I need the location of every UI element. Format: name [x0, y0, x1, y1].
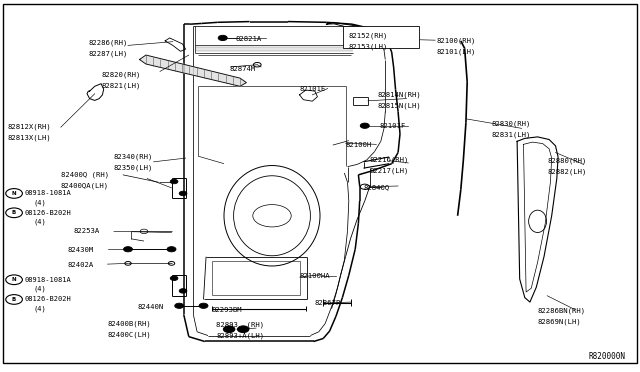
Text: 82400B(RH): 82400B(RH) — [108, 320, 151, 327]
Text: (4): (4) — [33, 286, 46, 292]
Text: 82101(LH): 82101(LH) — [436, 49, 476, 55]
Text: 82814N(RH): 82814N(RH) — [378, 92, 421, 98]
Text: 82101F: 82101F — [380, 123, 406, 129]
Text: 82831(LH): 82831(LH) — [492, 131, 531, 138]
FancyBboxPatch shape — [343, 26, 419, 48]
Text: 08918-1081A: 08918-1081A — [24, 277, 71, 283]
Text: 82400C(LH): 82400C(LH) — [108, 331, 151, 338]
Text: 82287(LH): 82287(LH) — [88, 51, 128, 57]
Text: 82821A: 82821A — [236, 36, 262, 42]
Text: 82100HA: 82100HA — [300, 273, 330, 279]
Text: 82893+A(LH): 82893+A(LH) — [216, 332, 264, 339]
Circle shape — [218, 35, 227, 41]
Text: 82867P: 82867P — [315, 300, 341, 306]
Text: (4): (4) — [33, 305, 46, 312]
Text: 82893  (RH): 82893 (RH) — [216, 321, 264, 328]
Circle shape — [199, 303, 208, 308]
Text: 82216(RH): 82216(RH) — [370, 157, 410, 163]
Text: B: B — [12, 297, 16, 302]
Circle shape — [179, 289, 187, 293]
Text: N: N — [12, 277, 17, 282]
Text: 82440N: 82440N — [138, 304, 164, 310]
Text: 82100H: 82100H — [346, 142, 372, 148]
Text: 82880(RH): 82880(RH) — [547, 157, 587, 164]
Text: (4): (4) — [33, 199, 46, 206]
Text: 82813X(LH): 82813X(LH) — [8, 134, 51, 141]
Text: 82815N(LH): 82815N(LH) — [378, 103, 421, 109]
Text: 82400QA(LH): 82400QA(LH) — [61, 183, 109, 189]
Text: 82874M: 82874M — [229, 66, 255, 72]
Circle shape — [170, 276, 178, 280]
Text: 82882(LH): 82882(LH) — [547, 169, 587, 175]
Text: 82840Q: 82840Q — [364, 184, 390, 190]
Text: 82286(RH): 82286(RH) — [88, 39, 128, 46]
Text: 08918-1081A: 08918-1081A — [24, 190, 71, 196]
Text: 82869N(LH): 82869N(LH) — [538, 318, 581, 325]
Text: 82217(LH): 82217(LH) — [370, 168, 410, 174]
Text: N: N — [12, 191, 17, 196]
Text: 82400Q (RH): 82400Q (RH) — [61, 171, 109, 178]
Text: B: B — [12, 210, 16, 215]
Text: 82402A: 82402A — [67, 262, 93, 268]
Text: 82430M: 82430M — [67, 247, 93, 253]
Text: (4): (4) — [33, 219, 46, 225]
Text: 82293BM: 82293BM — [211, 307, 242, 312]
Text: 82820(RH): 82820(RH) — [101, 71, 141, 78]
Circle shape — [170, 179, 178, 184]
Text: 82830(RH): 82830(RH) — [492, 120, 531, 127]
Text: 82153(LH): 82153(LH) — [349, 43, 388, 50]
Circle shape — [237, 326, 249, 333]
Polygon shape — [140, 55, 246, 86]
Text: 08126-B202H: 08126-B202H — [24, 296, 71, 302]
Text: 82286BN(RH): 82286BN(RH) — [538, 307, 586, 314]
Circle shape — [179, 191, 187, 196]
Text: 82101E: 82101E — [300, 86, 326, 92]
Text: 82350(LH): 82350(LH) — [114, 165, 154, 171]
Text: 82812X(RH): 82812X(RH) — [8, 123, 51, 130]
Circle shape — [124, 247, 132, 252]
Circle shape — [175, 303, 184, 308]
Text: R820000N: R820000N — [589, 352, 626, 361]
Text: 82152(RH): 82152(RH) — [349, 32, 388, 39]
Text: 82253A: 82253A — [74, 228, 100, 234]
Circle shape — [223, 326, 235, 333]
Text: 08126-B202H: 08126-B202H — [24, 210, 71, 216]
Circle shape — [167, 247, 176, 252]
Text: 82821(LH): 82821(LH) — [101, 82, 141, 89]
Circle shape — [360, 123, 369, 128]
Text: 82340(RH): 82340(RH) — [114, 154, 154, 160]
Text: 82100(RH): 82100(RH) — [436, 38, 476, 44]
